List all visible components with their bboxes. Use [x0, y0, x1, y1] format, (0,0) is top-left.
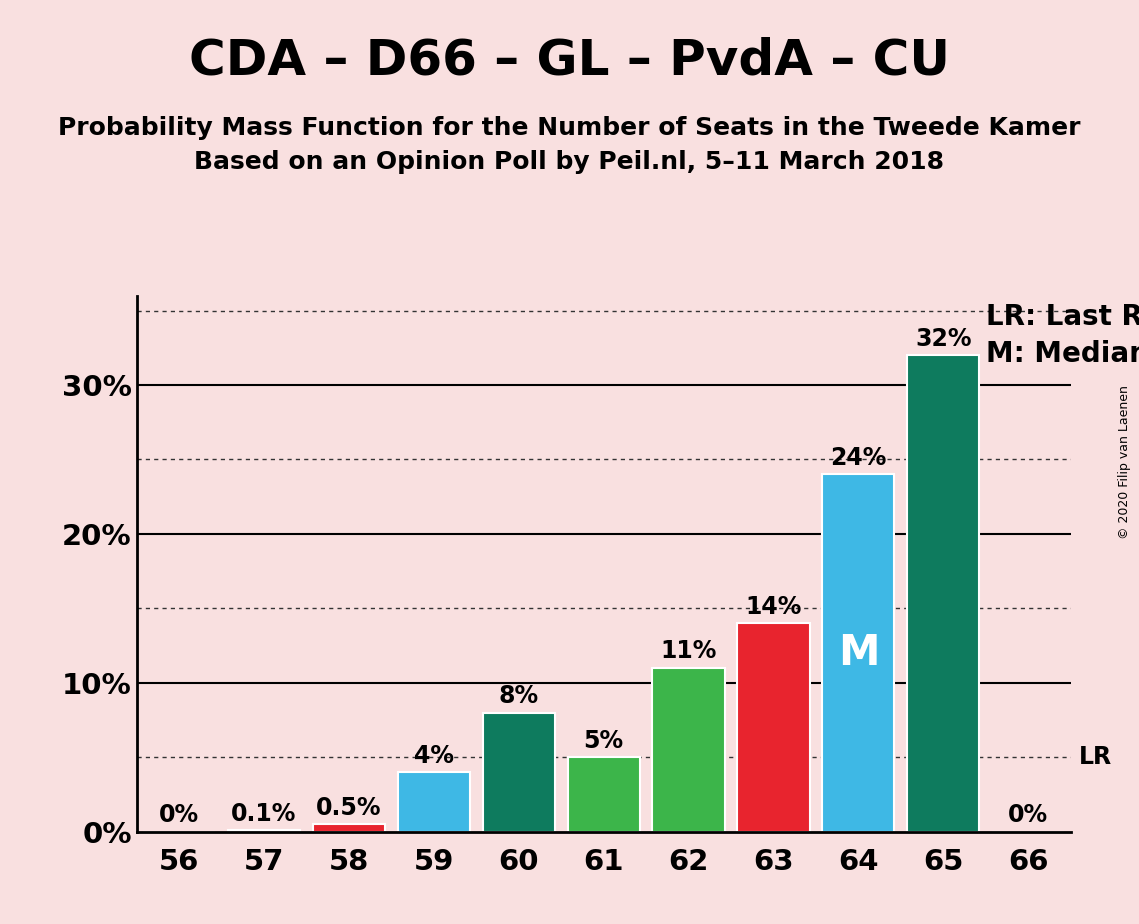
- Bar: [822, 474, 894, 832]
- Text: 5%: 5%: [583, 729, 624, 753]
- Bar: [907, 355, 980, 832]
- Text: 11%: 11%: [661, 639, 716, 663]
- Text: LR: LR: [1079, 745, 1113, 769]
- Text: CDA – D66 – GL – PvdA – CU: CDA – D66 – GL – PvdA – CU: [189, 37, 950, 85]
- Bar: [313, 824, 385, 832]
- Bar: [567, 757, 640, 832]
- Text: M: Median: M: Median: [985, 340, 1139, 369]
- Text: 0.5%: 0.5%: [317, 796, 382, 820]
- Text: 4%: 4%: [413, 744, 453, 768]
- Bar: [483, 712, 555, 832]
- Text: Probability Mass Function for the Number of Seats in the Tweede Kamer: Probability Mass Function for the Number…: [58, 116, 1081, 140]
- Text: 0%: 0%: [159, 803, 199, 827]
- Text: Based on an Opinion Poll by Peil.nl, 5–11 March 2018: Based on an Opinion Poll by Peil.nl, 5–1…: [195, 150, 944, 174]
- Bar: [228, 830, 300, 832]
- Text: 32%: 32%: [915, 327, 972, 351]
- Bar: [398, 772, 470, 832]
- Text: 0%: 0%: [1008, 803, 1048, 827]
- Bar: [737, 623, 810, 832]
- Text: 14%: 14%: [745, 595, 802, 619]
- Text: LR: Last Result: LR: Last Result: [985, 303, 1139, 331]
- Bar: [653, 668, 724, 832]
- Text: 24%: 24%: [830, 446, 886, 470]
- Text: © 2020 Filip van Laenen: © 2020 Filip van Laenen: [1118, 385, 1131, 539]
- Text: 8%: 8%: [499, 684, 539, 708]
- Text: M: M: [837, 632, 879, 674]
- Text: 0.1%: 0.1%: [231, 802, 297, 826]
